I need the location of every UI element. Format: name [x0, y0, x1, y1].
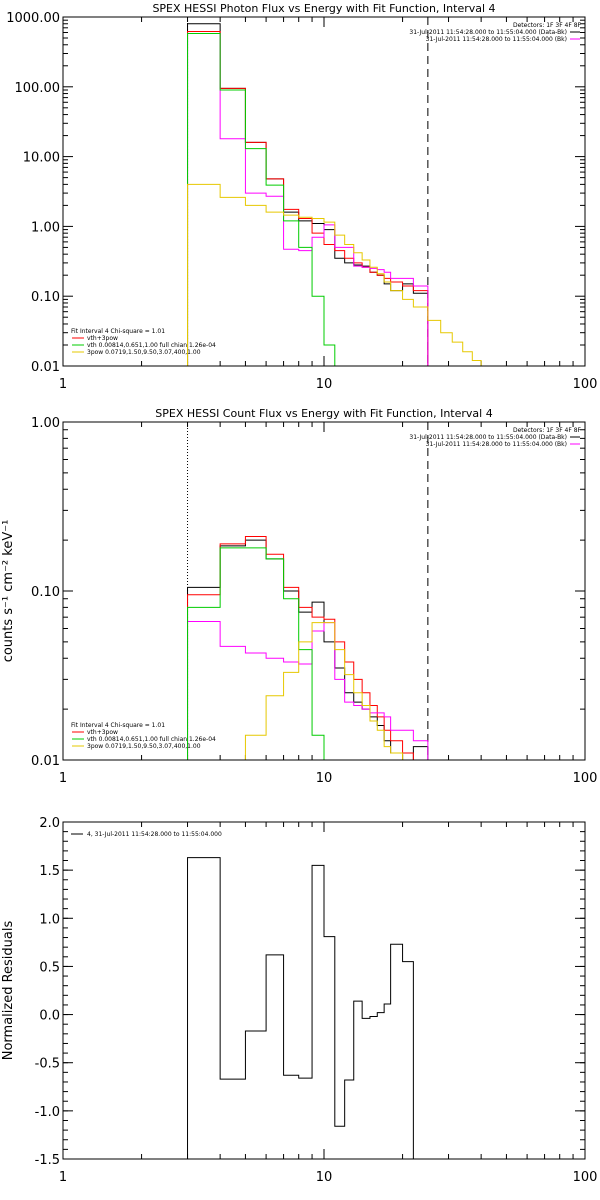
legend-bottom-entry: vth 0.00814,0.651,1.00 full chian 1.26e-… — [87, 736, 216, 743]
legend-bottom-entry: Fit Interval 4 Chi-square = 1.01 — [71, 722, 165, 729]
y-tick-label: 100.00 — [15, 81, 61, 96]
x-tick-label: 1 — [59, 1170, 67, 1185]
plot-frame — [62, 821, 586, 1160]
legend-top-entry: 31-Jul-2011 11:54:28.000 to 11:55:04.000… — [409, 434, 567, 441]
y-tick-label: 0.10 — [31, 290, 60, 305]
chart-title: SPEX HESSI Photon Flux vs Energy with Fi… — [152, 2, 495, 15]
x-tick-label: 100 — [573, 377, 598, 392]
y-tick-label: 1000.00 — [6, 11, 60, 26]
x-tick-label: 10 — [316, 377, 333, 392]
y-tick-label: 0.01 — [31, 754, 60, 769]
series-group — [187, 857, 414, 1159]
series-line-2 — [187, 30, 429, 366]
chart-panel-1: SPEX HESSI Photon Flux vs Energy with Fi… — [6, 2, 597, 392]
x-tick-label: 1 — [59, 771, 67, 786]
legend-bottom-entry: 3pow 0.0719,1.50,9.50,3.07,400,1.00 — [87, 349, 201, 356]
series-line-3 — [187, 620, 429, 760]
series-line-4 — [187, 547, 325, 760]
plot-frame — [62, 16, 586, 367]
series-line-5 — [244, 622, 404, 760]
series-line-5 — [187, 183, 482, 366]
series-group — [187, 536, 429, 760]
x-tick-label: 100 — [573, 1170, 598, 1185]
x-tick-label: 100 — [573, 771, 598, 786]
y-tick-label: -1.0 — [35, 1105, 60, 1120]
legend-top-entry: 31-Jul-2011 11:54:28.000 to 11:55:04.000… — [409, 29, 567, 36]
legend-bottom-entry: vth+3pow — [87, 729, 118, 736]
y-tick-label: 10.00 — [23, 151, 60, 166]
y-tick-label: 1.00 — [31, 220, 60, 235]
legend-bottom-entry: Fit Interval 4 Chi-square = 1.01 — [71, 328, 165, 335]
y-tick-label: -1.5 — [35, 1153, 60, 1168]
y-tick-label: 1.0 — [39, 912, 60, 927]
legend-bottom-entry: vth 0.00814,0.651,1.00 full chian 1.26e-… — [87, 342, 216, 349]
series-line-1 — [187, 539, 429, 760]
y-tick-label: 0.5 — [39, 960, 60, 975]
series-group — [187, 23, 482, 366]
y-axis-label: Normalized Residuals — [1, 921, 16, 1061]
series-line-1 — [187, 857, 414, 1159]
chart-panel-2: SPEX HESSI Count Flux vs Energy with Fit… — [1, 407, 597, 786]
chart-title: SPEX HESSI Count Flux vs Energy with Fit… — [155, 407, 492, 420]
chart-panel-3: Normalized Residuals 1 10 100 -1.5 -1.0 -0.5 0.… — [1, 816, 597, 1185]
x-tick-label: 1 — [59, 377, 67, 392]
y-tick-label: 0.01 — [31, 360, 60, 375]
series-line-3 — [187, 33, 429, 366]
series-line-1 — [187, 23, 429, 366]
y-axis-label: counts s⁻¹ cm⁻² keV⁻¹ — [1, 520, 16, 663]
legend-bottom-entry: 3pow 0.0719,1.50,9.50,3.07,400,1.00 — [87, 743, 201, 750]
y-tick-label: 2.0 — [39, 816, 60, 831]
plot-frame — [62, 421, 586, 761]
y-tick-label: 1.00 — [31, 416, 60, 431]
legend-top-entry: Detectors: 1F 3F 4F 8F — [513, 427, 582, 434]
legend-top-entry: Detectors: 1F 3F 4F 8F — [513, 22, 582, 29]
y-tick-label: -0.5 — [35, 1057, 60, 1072]
series-line-2 — [187, 536, 429, 760]
y-tick-label: 0.0 — [39, 1009, 60, 1024]
y-tick-label: 0.10 — [31, 585, 60, 600]
y-tick-label: 1.5 — [39, 864, 60, 879]
series-line-4 — [187, 33, 336, 366]
legend-bottom-entry: vth+3pow — [87, 335, 118, 342]
legend-top-entry: 31-Jul-2011 11:54:28.000 to 11:55:04.000… — [426, 441, 567, 448]
legend-entry: 4, 31-Jul-2011 11:54:28.000 to 11:55:04.… — [87, 831, 222, 838]
x-tick-label: 10 — [316, 771, 333, 786]
x-tick-label: 10 — [316, 1170, 333, 1185]
legend-top-entry: 31-Jul-2011 11:54:28.000 to 11:55:04.000… — [426, 36, 567, 43]
